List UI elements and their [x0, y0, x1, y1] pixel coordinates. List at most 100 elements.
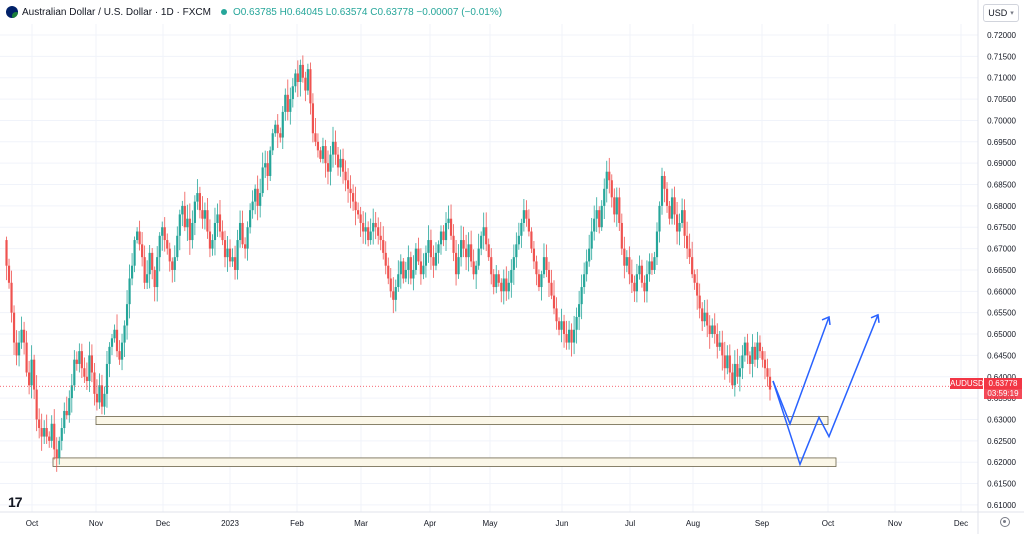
candle-body [633, 282, 636, 292]
candle-body [675, 214, 679, 232]
candle-body [379, 235, 382, 241]
candle-body [367, 227, 370, 241]
y-tick-label: 0.63000 [987, 415, 1016, 424]
candle-body [399, 261, 402, 275]
y-tick-label: 0.64500 [987, 351, 1016, 360]
y-tick-label: 0.68000 [987, 202, 1016, 211]
candle-body [680, 210, 684, 223]
candle-body [598, 210, 601, 228]
candle-body [148, 252, 151, 275]
candle-body [93, 372, 96, 394]
y-tick-label: 0.62500 [987, 437, 1016, 446]
candle-body [319, 150, 322, 159]
candle-body [512, 257, 515, 270]
candle-body [567, 329, 571, 343]
candle-body [213, 222, 217, 241]
candle-body [183, 205, 186, 228]
candle-body [713, 325, 716, 335]
candle-body [588, 248, 591, 262]
candle-body [615, 197, 618, 215]
candle-body [136, 231, 139, 241]
candle-body [354, 201, 357, 211]
candle-body [314, 133, 317, 142]
candle-body [570, 329, 573, 343]
candle-body [691, 257, 694, 275]
candle-body [610, 180, 613, 198]
currency-button[interactable]: USD ▾ [983, 4, 1019, 22]
candle-body [620, 222, 623, 249]
candle-body [128, 278, 131, 305]
candle-body [274, 124, 277, 134]
candle-body [289, 99, 292, 112]
candle-body [203, 210, 207, 219]
candle-body [505, 278, 508, 292]
candle-body [477, 248, 480, 266]
candle-body [497, 274, 500, 283]
candle-body [35, 389, 38, 420]
y-tick-label: 0.66000 [987, 287, 1016, 296]
candle-body [417, 248, 420, 262]
candle-body [701, 308, 704, 322]
candle-body [756, 342, 759, 360]
currency-label: USD [988, 8, 1008, 18]
candle-body [550, 282, 553, 296]
candle-body [241, 222, 244, 245]
candle-body [741, 355, 744, 369]
ohlc-values: O0.63785 H0.64045 L0.63574 C0.63778 −0.0… [232, 6, 503, 18]
candle-body [527, 218, 530, 232]
candle-body [75, 359, 78, 364]
candle-body [748, 355, 752, 364]
candle-body [68, 398, 71, 416]
candle-body [454, 252, 458, 275]
candle-body [138, 231, 141, 245]
candle-body [693, 274, 696, 283]
au-flag-icon [6, 6, 18, 18]
x-tick-label: 2023 [221, 519, 239, 528]
tradingview-logo-icon[interactable]: 17 [8, 494, 23, 510]
candle-body [78, 351, 81, 364]
candle-body [321, 146, 325, 159]
candle-body [688, 248, 691, 258]
candle-body [502, 278, 505, 292]
bar-countdown: 03:59:19 [984, 389, 1022, 399]
candle-body [585, 261, 588, 275]
gear-icon[interactable] [1000, 517, 1010, 527]
candle-body [706, 312, 709, 326]
candle-body [208, 231, 212, 249]
candle-body [703, 312, 706, 322]
candle-body [143, 257, 146, 283]
candle-body [163, 227, 166, 241]
candle-body [382, 240, 385, 253]
candle-body [427, 240, 430, 253]
candle-body [100, 385, 104, 407]
candle-body [90, 355, 94, 373]
y-tick-label: 0.65500 [987, 309, 1016, 318]
candle-body [362, 222, 365, 232]
candle-body [22, 329, 26, 343]
candle-body [736, 363, 739, 377]
x-tick-label: Dec [156, 519, 170, 528]
candle-body [419, 261, 423, 275]
y-tick-label: 0.68500 [987, 181, 1016, 190]
candle-body [648, 261, 651, 275]
candle-body [761, 351, 764, 360]
candle-body [613, 197, 616, 215]
candle-body [447, 218, 450, 223]
candle-body [271, 133, 274, 151]
support-zone-lower [52, 457, 837, 467]
candle-body [490, 257, 493, 275]
symbol-title[interactable]: Australian Dollar / U.S. Dollar · 1D · F… [22, 6, 211, 18]
candle-body [635, 274, 638, 292]
price-tag-value: 0.63778 [984, 378, 1022, 389]
candle-body [402, 261, 405, 279]
candle-body [467, 244, 470, 258]
candle-body [331, 141, 335, 155]
candle-body [522, 210, 525, 223]
x-tick-label: Aug [686, 519, 700, 528]
candle-body [344, 171, 347, 181]
candle-body [452, 235, 455, 253]
candle-body [186, 218, 189, 228]
x-tick-label: Nov [888, 519, 902, 528]
